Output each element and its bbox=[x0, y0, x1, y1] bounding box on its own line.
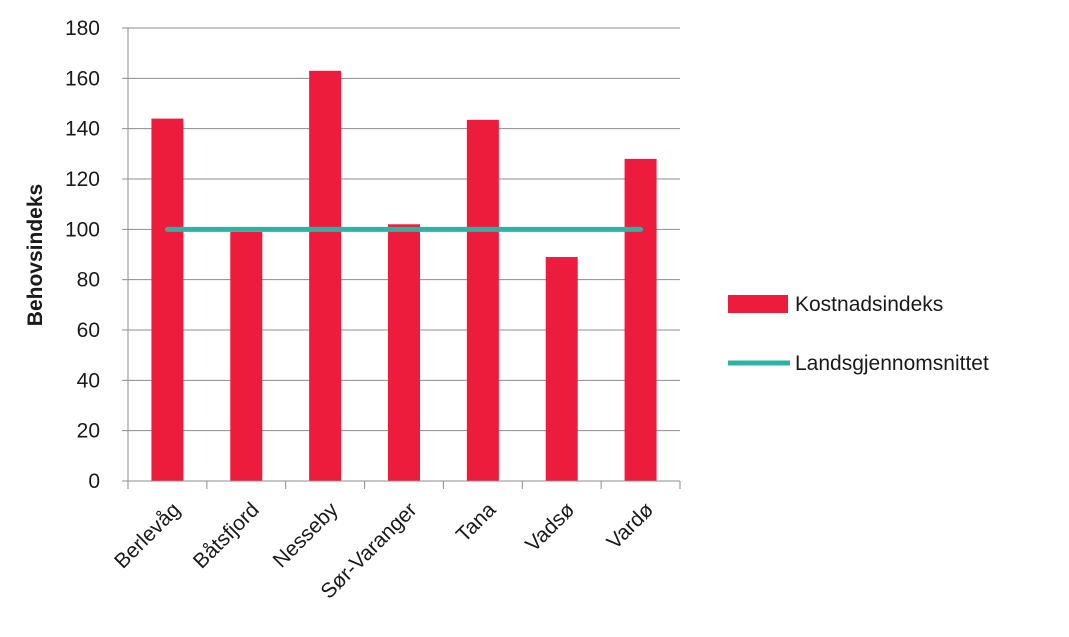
y-tick-label: 180 bbox=[65, 17, 100, 40]
y-tick-label: 20 bbox=[77, 420, 100, 443]
y-tick-label: 140 bbox=[65, 118, 100, 141]
x-tick-label: Vadsø bbox=[521, 498, 579, 556]
y-tick-label: 120 bbox=[65, 168, 100, 191]
bar-Berlevåg bbox=[151, 118, 184, 481]
y-tick-label: 0 bbox=[88, 470, 100, 493]
bar-Vadsø bbox=[545, 257, 578, 481]
y-tick-label: 80 bbox=[77, 269, 100, 292]
y-tick-label: 100 bbox=[65, 218, 100, 241]
legend: Kostnadsindeks Landsgjennomsnittet bbox=[728, 293, 989, 375]
y-tick-label: 40 bbox=[77, 369, 100, 392]
bar-Tana bbox=[466, 119, 499, 481]
x-tick-label: Berlevåg bbox=[110, 498, 185, 573]
x-tick-label: Nesseby bbox=[269, 498, 343, 572]
x-tick-label: Tana bbox=[452, 498, 501, 547]
y-axis-label: Behovsindeks bbox=[24, 184, 47, 326]
legend-swatch-kostnadsindeks bbox=[728, 295, 788, 313]
legend-label-landsgjennomsnittet: Landsgjennomsnittet bbox=[795, 352, 989, 375]
bar-Sør-Varanger bbox=[388, 224, 420, 482]
bar-Nesseby bbox=[309, 70, 342, 482]
x-tick-label: Vardø bbox=[602, 498, 658, 554]
axes bbox=[122, 27, 681, 489]
y-tick-labels: 0 20 40 60 80 100 120 140 160 180 bbox=[65, 17, 100, 493]
bar-Båtsfjord bbox=[230, 231, 263, 481]
bar-Vardø bbox=[624, 158, 657, 481]
legend-label-kostnadsindeks: Kostnadsindeks bbox=[795, 293, 943, 316]
y-tick-label: 160 bbox=[65, 67, 100, 90]
x-tick-label: Båtsfjord bbox=[189, 498, 264, 573]
bars bbox=[151, 70, 657, 482]
y-tick-label: 60 bbox=[77, 319, 100, 342]
